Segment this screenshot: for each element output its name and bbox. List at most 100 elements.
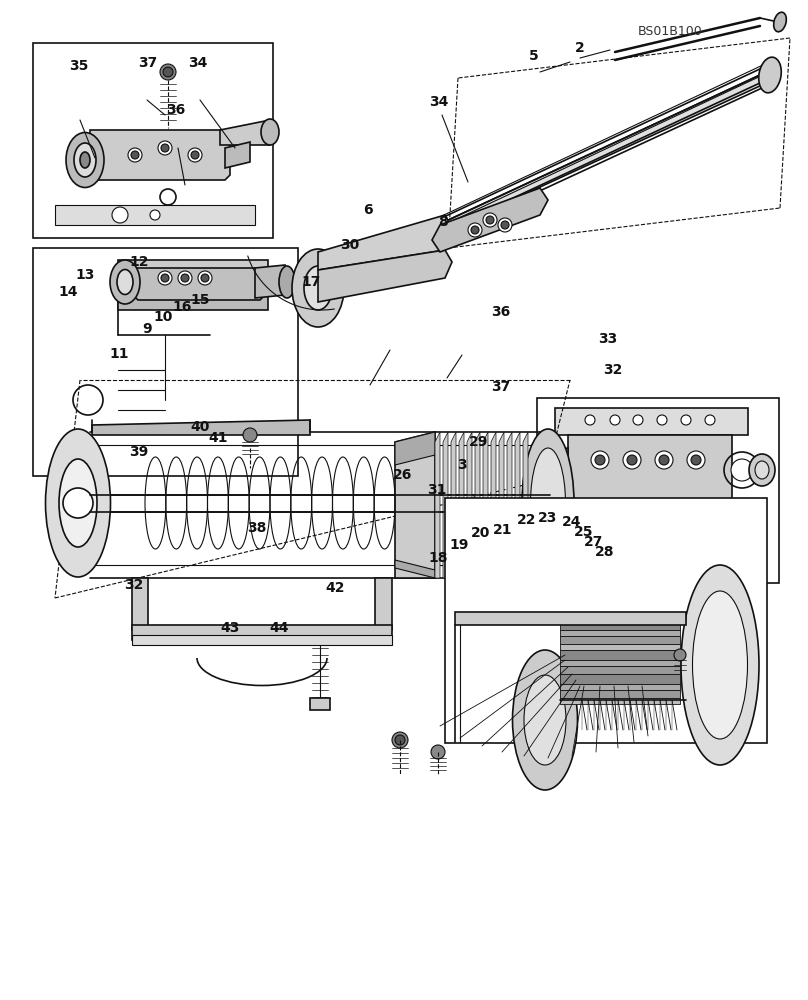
Circle shape (112, 207, 128, 223)
Circle shape (163, 67, 173, 77)
Polygon shape (318, 215, 452, 270)
Polygon shape (132, 635, 392, 645)
Ellipse shape (692, 591, 747, 739)
Text: 32: 32 (124, 578, 143, 592)
Ellipse shape (534, 449, 552, 495)
Text: 18: 18 (428, 551, 448, 565)
Polygon shape (305, 68, 775, 295)
Ellipse shape (759, 57, 781, 93)
Text: 42: 42 (326, 581, 345, 595)
Text: 15: 15 (191, 293, 210, 307)
Circle shape (150, 210, 160, 220)
Circle shape (431, 745, 445, 759)
Bar (33, 43, 273, 238)
Circle shape (73, 385, 103, 415)
Text: 34: 34 (429, 95, 448, 109)
Text: 32: 32 (603, 363, 622, 377)
Circle shape (501, 221, 509, 229)
Polygon shape (92, 420, 310, 435)
Circle shape (160, 64, 176, 80)
Circle shape (633, 415, 643, 425)
Polygon shape (255, 265, 285, 298)
Text: 36: 36 (166, 103, 186, 117)
Polygon shape (545, 448, 568, 495)
Text: 28: 28 (595, 545, 614, 559)
Text: 38: 38 (247, 521, 267, 535)
Polygon shape (499, 432, 504, 578)
Polygon shape (118, 290, 268, 310)
Polygon shape (467, 432, 472, 578)
Polygon shape (318, 250, 452, 302)
Polygon shape (443, 432, 448, 578)
Polygon shape (475, 432, 480, 578)
Polygon shape (455, 612, 686, 625)
Polygon shape (132, 625, 392, 640)
Polygon shape (432, 188, 548, 252)
Ellipse shape (261, 119, 279, 145)
Polygon shape (523, 432, 528, 578)
Text: 6: 6 (363, 203, 372, 217)
Polygon shape (560, 674, 680, 684)
Ellipse shape (292, 249, 344, 327)
Polygon shape (560, 698, 680, 704)
Polygon shape (515, 432, 520, 578)
Text: 10: 10 (154, 310, 173, 324)
Ellipse shape (749, 454, 775, 486)
Polygon shape (310, 698, 330, 710)
Polygon shape (483, 432, 488, 578)
Bar (445, 498, 767, 743)
Circle shape (483, 213, 497, 227)
Circle shape (659, 455, 669, 465)
Ellipse shape (531, 448, 566, 558)
Circle shape (657, 415, 667, 425)
Circle shape (585, 415, 595, 425)
Polygon shape (225, 142, 250, 168)
Text: 41: 41 (208, 431, 228, 445)
Polygon shape (560, 666, 680, 674)
Text: 19: 19 (449, 538, 469, 552)
Ellipse shape (522, 429, 574, 577)
Ellipse shape (755, 461, 769, 479)
Text: 43: 43 (221, 621, 240, 635)
Circle shape (63, 488, 93, 518)
Polygon shape (451, 432, 456, 578)
Ellipse shape (773, 12, 786, 32)
Circle shape (595, 455, 605, 465)
Text: 27: 27 (584, 535, 604, 549)
Polygon shape (395, 560, 435, 578)
Polygon shape (560, 684, 680, 690)
Bar (537, 398, 779, 583)
Circle shape (392, 732, 408, 748)
Circle shape (191, 151, 199, 159)
Ellipse shape (66, 132, 104, 188)
Polygon shape (220, 120, 270, 145)
Text: 26: 26 (393, 468, 412, 482)
Ellipse shape (59, 459, 97, 547)
Ellipse shape (80, 152, 90, 168)
Circle shape (623, 451, 641, 469)
Polygon shape (55, 205, 255, 225)
Text: BS01B100: BS01B100 (638, 25, 703, 38)
Text: 14: 14 (59, 285, 78, 299)
Circle shape (705, 415, 715, 425)
Text: 35: 35 (69, 59, 89, 73)
Polygon shape (560, 630, 680, 636)
Polygon shape (395, 432, 435, 465)
Text: 29: 29 (469, 435, 488, 449)
Polygon shape (491, 432, 496, 578)
Text: 34: 34 (188, 56, 208, 70)
Text: 44: 44 (269, 621, 288, 635)
Polygon shape (560, 660, 680, 666)
Text: 40: 40 (191, 420, 210, 434)
Circle shape (188, 148, 202, 162)
Circle shape (498, 218, 512, 232)
Polygon shape (507, 432, 512, 578)
Text: 21: 21 (493, 523, 512, 537)
Ellipse shape (110, 260, 140, 304)
Text: 5: 5 (528, 49, 538, 63)
Ellipse shape (304, 266, 332, 310)
Bar (33, 248, 298, 476)
Circle shape (591, 451, 609, 469)
Text: 33: 33 (598, 332, 617, 346)
Text: 16: 16 (172, 300, 191, 314)
